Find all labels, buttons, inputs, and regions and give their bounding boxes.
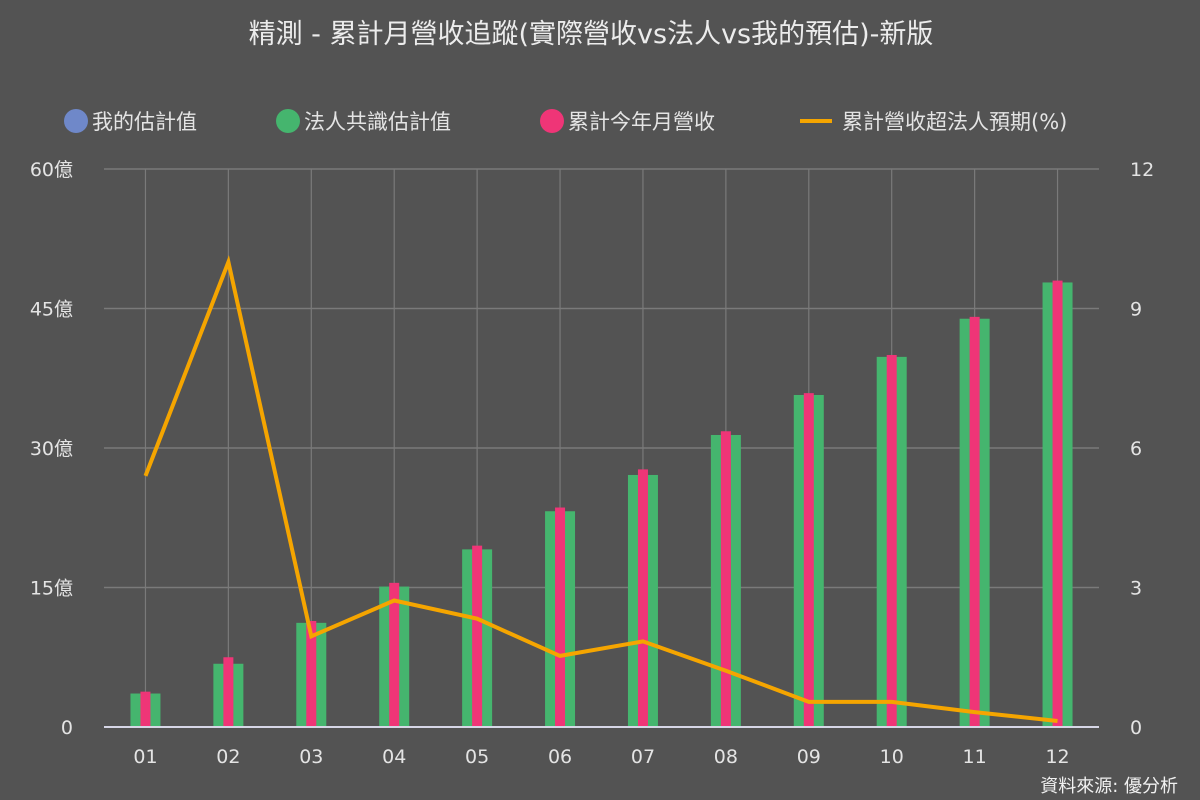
- y-right-tick-label: 6: [1130, 438, 1142, 460]
- x-tick-label: 09: [797, 746, 821, 768]
- x-tick-label: 06: [548, 746, 572, 768]
- bar-actual-revenue: [637, 469, 648, 727]
- legend: 我的估計值 法人共識估計值 累計今年月營收 累計營收超法人預期(%): [0, 106, 1200, 136]
- legend-dot-icon: [540, 109, 564, 133]
- x-tick-label: 07: [631, 746, 655, 768]
- x-tick-label: 03: [299, 746, 323, 768]
- bar-actual-revenue: [306, 620, 317, 727]
- bar-actual-revenue: [886, 355, 897, 727]
- y-right-tick-label: 0: [1130, 717, 1142, 739]
- grid-lines: [104, 168, 1099, 727]
- x-tick-label: 08: [714, 746, 738, 768]
- legend-item-beat-percentage[interactable]: 累計營收超法人預期(%): [800, 106, 1067, 136]
- x-tick-label: 01: [133, 746, 157, 768]
- legend-label: 法人共識估計值: [304, 110, 451, 134]
- line-series: [143, 255, 1058, 723]
- bar-actual-revenue: [969, 316, 980, 727]
- y-left-tick-label: 0: [61, 717, 73, 739]
- legend-dot-icon: [64, 109, 88, 133]
- bar-actual-revenue: [389, 582, 400, 727]
- bar-actual-revenue: [720, 431, 731, 727]
- x-tick-label: 02: [216, 746, 240, 768]
- y-left-tick-label: 60億: [30, 159, 73, 181]
- y-left-tick-label: 45億: [30, 299, 73, 321]
- x-tick-label: 04: [382, 746, 406, 768]
- y-right-tick-label: 9: [1130, 299, 1142, 321]
- bar-actual-revenue: [140, 691, 151, 727]
- y-left-tick-label: 15億: [30, 578, 73, 600]
- bar-actual-revenue: [1052, 280, 1063, 727]
- legend-item-consensus-estimate[interactable]: 法人共識估計值: [276, 106, 451, 136]
- x-tick-label: 05: [465, 746, 489, 768]
- bar-actual-revenue: [472, 545, 483, 727]
- bar-series: [130, 280, 1073, 727]
- legend-label: 累計營收超法人預期(%): [842, 110, 1068, 134]
- x-tick-label: 11: [963, 746, 987, 768]
- data-source-note: 資料來源: 優分析: [1040, 776, 1178, 797]
- y-right-tick-label: 12: [1130, 159, 1154, 181]
- legend-label: 累計今年月營收: [568, 110, 715, 134]
- chart-title: 精測 - 累計月營收追蹤(實際營收vs法人vs我的預估)-新版: [248, 19, 934, 50]
- legend-item-actual-revenue[interactable]: 累計今年月營收: [540, 106, 715, 136]
- x-tick-label: 10: [880, 746, 904, 768]
- y-left-tick-label: 30億: [30, 438, 73, 460]
- legend-label: 我的估計值: [92, 110, 197, 134]
- legend-line-icon: [800, 119, 832, 123]
- y-right-tick-label: 3: [1130, 578, 1142, 600]
- line-beat-percentage: [143, 255, 1058, 723]
- x-tick-label: 12: [1045, 746, 1069, 768]
- bar-actual-revenue: [555, 507, 566, 727]
- bar-actual-revenue: [803, 393, 814, 727]
- bar-actual-revenue: [223, 657, 234, 727]
- legend-item-my-estimate[interactable]: 我的估計值: [64, 106, 197, 136]
- legend-dot-icon: [276, 109, 300, 133]
